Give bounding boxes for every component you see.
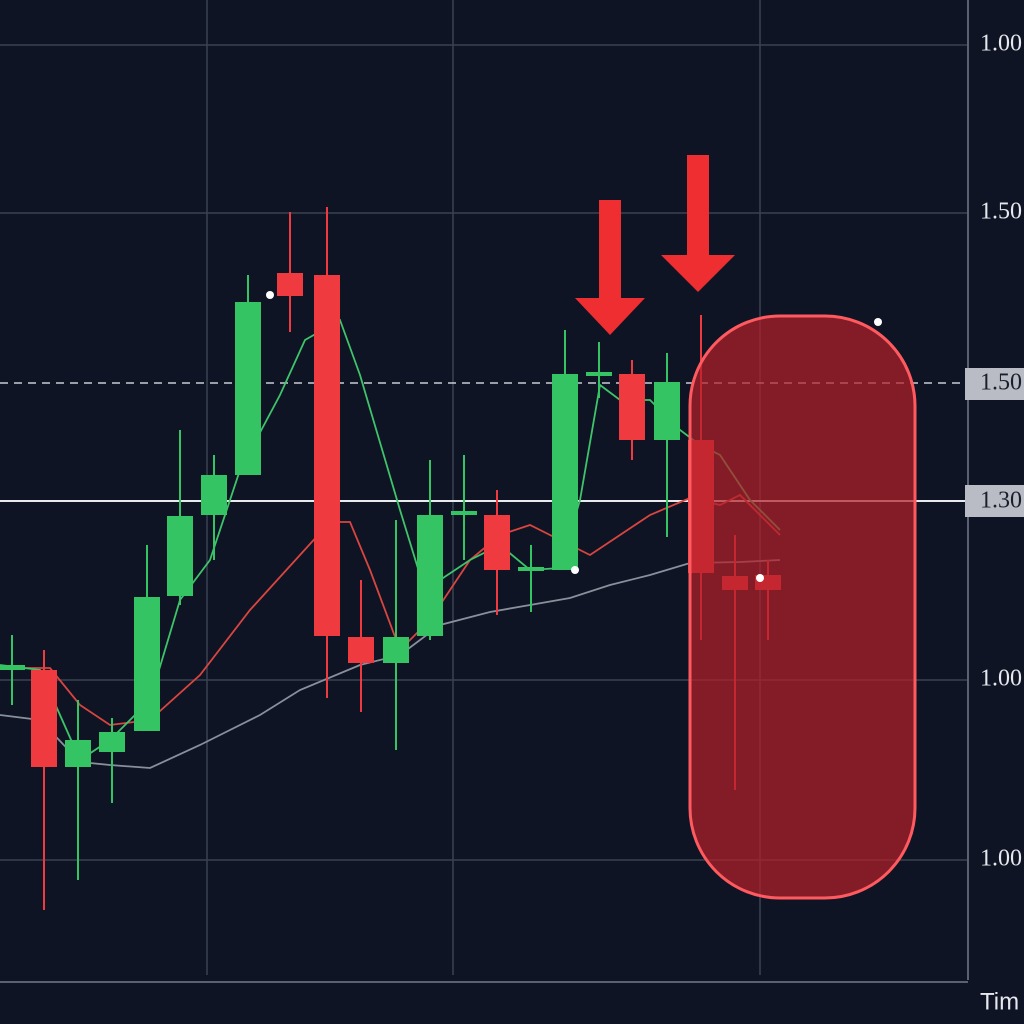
time-label: Tim: [980, 988, 1019, 1015]
candle-body: [383, 637, 409, 663]
price-label: 1.30: [980, 488, 1022, 514]
candle-body: [235, 302, 261, 475]
price-tag: [965, 485, 1024, 517]
candle-body: [201, 475, 227, 515]
candle-body: [654, 382, 680, 440]
candle-body: [417, 515, 443, 636]
price-label: 1.50: [980, 370, 1022, 396]
candle-body: [518, 567, 544, 571]
highlight-zone: [688, 314, 917, 900]
candle-body: [314, 275, 340, 636]
candle-body: [451, 511, 477, 515]
candle-body: [277, 273, 303, 296]
glow-dot: [756, 574, 764, 582]
price-label: 1.00: [980, 31, 1022, 57]
candle-body: [65, 740, 91, 767]
glow-dot: [874, 318, 882, 326]
candle-body: [619, 374, 645, 440]
price-tag: [965, 368, 1024, 400]
candle-body: [31, 670, 57, 767]
glow-dot: [266, 291, 274, 299]
price-label: 1.00: [980, 666, 1022, 692]
glow-dot: [571, 566, 579, 574]
candle-body: [586, 372, 612, 376]
candle-body: [167, 516, 193, 596]
down-arrow: [661, 155, 735, 292]
candle-body: [99, 732, 125, 752]
glow-dots: [266, 291, 882, 582]
price-label: 1.50: [980, 199, 1022, 225]
candle-body: [484, 515, 510, 570]
candle-body: [552, 374, 578, 570]
candle-body: [134, 597, 160, 731]
candle-body: [348, 637, 374, 663]
price-label: 1.00: [980, 846, 1022, 872]
candle-body: [0, 665, 25, 670]
down-arrow: [575, 200, 645, 335]
arrows: [575, 155, 735, 335]
